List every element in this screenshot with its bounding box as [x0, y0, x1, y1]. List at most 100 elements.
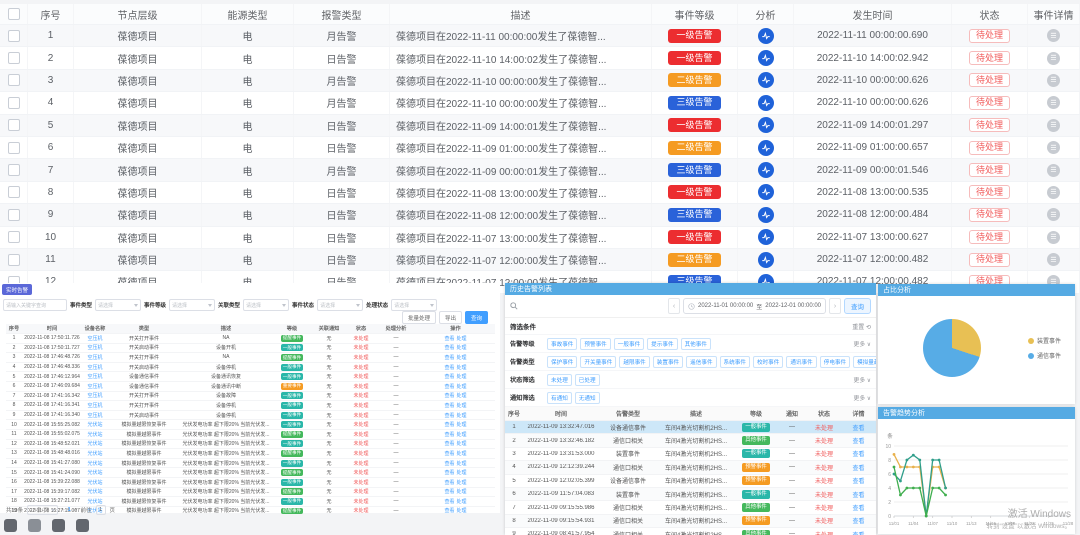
analysis-icon[interactable] — [757, 50, 774, 67]
op-link[interactable]: 查看 — [444, 354, 455, 361]
op-link[interactable]: 处理 — [456, 498, 467, 505]
event-detail-icon[interactable]: ☰ — [1047, 73, 1060, 87]
mid-table-row[interactable]: 2 2022-11-09 13:32:46.182 通信口相关 车间4激光切割机2HS… — [505, 434, 876, 448]
action-button-3[interactable]: 查询 — [464, 311, 488, 324]
filter-chip[interactable]: 预警事件 — [580, 337, 611, 350]
filter-chip[interactable]: 系统事件 — [719, 355, 750, 368]
detail-link[interactable]: 查看 — [852, 479, 865, 486]
event-detail-icon[interactable]: ☰ — [1047, 118, 1060, 132]
panel-tab-button[interactable]: 实时告警 — [2, 284, 33, 295]
app-icon-1[interactable] — [4, 519, 17, 532]
device-name-link[interactable]: 空压机 — [87, 335, 103, 342]
filter-select[interactable]: 请选择 — [95, 299, 142, 311]
analysis-icon[interactable] — [757, 117, 774, 134]
device-name-link[interactable]: 光伏站 — [87, 479, 103, 486]
op-link[interactable]: 处理 — [456, 393, 467, 400]
more-button[interactable]: 更多 ∨ — [853, 342, 871, 348]
op-link[interactable]: 处理 — [456, 489, 467, 496]
analysis-icon[interactable] — [757, 27, 774, 44]
op-link[interactable]: 查看 — [444, 441, 455, 448]
filter-select[interactable]: 请选择 — [169, 299, 216, 311]
filter-chip[interactable]: 无通知 — [574, 391, 600, 404]
row-checkbox[interactable] — [7, 141, 20, 154]
detail-link[interactable]: 查看 — [852, 492, 865, 499]
row-checkbox[interactable] — [7, 208, 20, 221]
analysis-icon[interactable] — [757, 139, 774, 156]
row-checkbox[interactable] — [7, 52, 20, 65]
device-name-link[interactable]: 光伏站 — [87, 489, 103, 496]
prev-page-button[interactable]: ‹ — [61, 507, 64, 513]
op-link[interactable]: 处理 — [456, 354, 467, 361]
op-link[interactable]: 查看 — [444, 364, 455, 371]
device-name-link[interactable]: 空压机 — [87, 393, 103, 400]
mid-table-row[interactable]: 8 2022-11-09 09:15:54.931 通信口相关 车间4激光切割机2HS… — [505, 514, 876, 529]
goto-page-input[interactable]: 1 — [95, 505, 106, 515]
analysis-icon[interactable] — [757, 184, 774, 201]
row-checkbox[interactable] — [7, 119, 20, 132]
detail-link[interactable]: 查看 — [852, 425, 865, 432]
date-from[interactable]: 2022-11-01 00:00:00 — [697, 303, 754, 309]
mid-table-row[interactable]: 9 2022-11-09 08:41:57.954 通信口相关车间4激光切割机2HS… — [505, 528, 876, 535]
action-button-2[interactable]: 导出 — [438, 311, 462, 324]
row-checkbox[interactable] — [7, 29, 20, 42]
reset-button[interactable]: 重置 ⟲ — [852, 324, 871, 331]
mid-table-row[interactable]: 5 2022-11-09 12:02:05.399 设备通信事件 车间4激光切割机2H… — [505, 474, 876, 488]
analysis-icon[interactable] — [757, 94, 774, 111]
op-link[interactable]: 查看 — [444, 479, 455, 486]
op-link[interactable]: 查看 — [444, 450, 455, 457]
op-link[interactable]: 处理 — [456, 412, 467, 419]
op-link[interactable]: 查看 — [444, 489, 455, 496]
analysis-icon[interactable] — [757, 72, 774, 89]
detail-link[interactable]: 查看 — [852, 465, 865, 472]
filter-chip[interactable]: 开关量事件 — [580, 355, 617, 368]
op-link[interactable]: 查看 — [444, 335, 455, 342]
op-link[interactable]: 查看 — [444, 470, 455, 477]
detail-link[interactable]: 查看 — [852, 519, 865, 526]
op-link[interactable]: 处理 — [456, 335, 467, 342]
event-detail-icon[interactable]: ☰ — [1047, 253, 1060, 267]
op-link[interactable]: 查看 — [444, 498, 455, 505]
op-link[interactable]: 查看 — [444, 422, 455, 429]
filter-chip[interactable]: 装置事件 — [652, 355, 684, 368]
row-checkbox[interactable] — [7, 253, 20, 266]
analysis-icon[interactable] — [757, 162, 774, 179]
filter-select[interactable]: 请选择 — [243, 299, 290, 311]
event-detail-icon[interactable]: ☰ — [1047, 230, 1060, 244]
filter-select[interactable]: 请选择 — [391, 299, 438, 311]
mid-table-row[interactable]: 1 2022-11-09 13:32:47.016 设备通信事件 车间4激光切割机2H… — [505, 421, 876, 435]
folder-icon[interactable] — [28, 519, 41, 532]
chat-icon[interactable] — [76, 519, 89, 532]
device-name-link[interactable]: 空压机 — [87, 354, 103, 361]
filter-chip[interactable]: 提示事件 — [647, 337, 678, 350]
device-name-link[interactable]: 空压机 — [87, 364, 103, 371]
op-link[interactable]: 查看 — [444, 460, 455, 467]
device-name-link[interactable]: 光伏站 — [87, 431, 103, 438]
filter-chip[interactable]: 未处理 — [547, 373, 572, 386]
app-icon-2[interactable] — [52, 519, 65, 532]
legend-item[interactable]: 通信事件 — [1028, 351, 1061, 360]
filter-chip[interactable]: 其他事件 — [680, 337, 711, 350]
filter-chip[interactable]: 校时事件 — [752, 355, 784, 368]
event-detail-icon[interactable]: ☰ — [1047, 163, 1060, 177]
event-detail-icon[interactable]: ☰ — [1047, 51, 1060, 65]
event-detail-icon[interactable]: ☰ — [1047, 185, 1060, 199]
op-link[interactable]: 查看 — [444, 402, 455, 409]
analysis-icon[interactable] — [757, 206, 774, 223]
analysis-icon[interactable] — [757, 229, 774, 246]
op-link[interactable]: 处理 — [456, 402, 467, 409]
device-name-link[interactable]: 光伏站 — [87, 470, 103, 477]
op-link[interactable]: 查看 — [444, 374, 455, 381]
device-name-link[interactable]: 空压机 — [87, 412, 103, 419]
op-link[interactable]: 查看 — [444, 508, 455, 515]
op-link[interactable]: 查看 — [444, 393, 455, 400]
event-detail-icon[interactable]: ☰ — [1047, 141, 1060, 155]
event-detail-icon[interactable]: ☰ — [1047, 96, 1060, 110]
op-link[interactable]: 处理 — [456, 364, 467, 371]
legend-item[interactable]: 装置事件 — [1028, 336, 1061, 345]
row-checkbox[interactable] — [7, 74, 20, 87]
next-page-button[interactable]: › — [74, 507, 77, 513]
date-next-button[interactable]: › — [829, 298, 841, 314]
current-page[interactable]: 1 — [67, 507, 71, 513]
filter-chip[interactable]: 通讯事件 — [786, 355, 817, 368]
date-range-picker[interactable]: 2022-11-01 00:00:00 至 2022-12-01 00:00:0… — [682, 298, 826, 314]
